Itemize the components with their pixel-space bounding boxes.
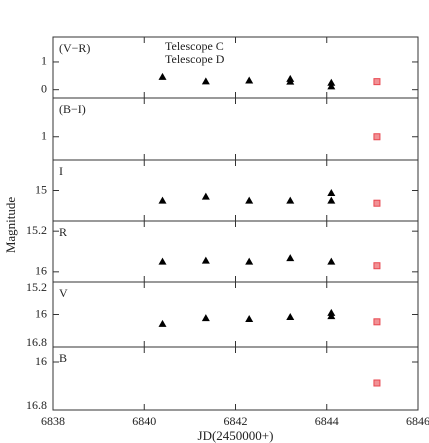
panel-label: (B−I) bbox=[59, 102, 86, 116]
y-tick-label: 1 bbox=[41, 129, 47, 143]
data-point bbox=[327, 196, 336, 204]
data-point bbox=[158, 319, 167, 327]
data-point bbox=[327, 82, 336, 90]
y-tick-label: 16 bbox=[35, 306, 47, 320]
x-tick-label: 6846 bbox=[406, 414, 429, 428]
x-axis-label: JD(2450000+) bbox=[198, 428, 274, 443]
y-tick-label: 16 bbox=[35, 354, 47, 368]
panel-label: B bbox=[59, 351, 67, 365]
data-point bbox=[286, 196, 295, 204]
data-point bbox=[158, 72, 167, 80]
data-point bbox=[286, 312, 295, 320]
data-point bbox=[373, 199, 381, 207]
y-tick-label: 15.2 bbox=[26, 223, 47, 237]
y-tick-label: 16.8 bbox=[26, 335, 47, 349]
data-point bbox=[373, 78, 381, 86]
panel-label: V bbox=[59, 286, 68, 300]
data-point bbox=[201, 314, 210, 322]
data-point bbox=[158, 196, 167, 204]
data-point bbox=[245, 76, 254, 84]
data-point bbox=[245, 196, 254, 204]
x-tick-label: 6842 bbox=[224, 414, 248, 428]
data-point bbox=[327, 78, 336, 86]
y-tick-label: 16 bbox=[35, 264, 47, 278]
data-point bbox=[373, 133, 381, 141]
y-tick-label: 0 bbox=[41, 81, 47, 95]
data-point bbox=[201, 77, 210, 85]
x-tick-label: 6844 bbox=[315, 414, 339, 428]
panel-label: R bbox=[59, 225, 67, 239]
x-tick-label: 6840 bbox=[132, 414, 156, 428]
panel-frame bbox=[52, 220, 419, 283]
data-point bbox=[373, 379, 381, 387]
data-point bbox=[201, 256, 210, 264]
data-point bbox=[245, 257, 254, 265]
data-point bbox=[286, 254, 295, 262]
y-axis-label: Magnitude bbox=[3, 197, 18, 254]
y-tick-label: 15 bbox=[35, 182, 47, 196]
panel-frame bbox=[52, 97, 419, 161]
data-point bbox=[327, 312, 336, 320]
panel-label: I bbox=[59, 164, 63, 178]
data-point bbox=[245, 314, 254, 322]
y-tick-label: 15.2 bbox=[26, 280, 47, 294]
y-tick-label: 1 bbox=[41, 54, 47, 68]
data-point bbox=[373, 262, 381, 270]
x-tick-label: 6838 bbox=[41, 414, 65, 428]
data-point bbox=[158, 257, 167, 265]
legend-entry: Telescope C bbox=[165, 39, 224, 53]
data-point bbox=[327, 257, 336, 265]
y-tick-label: 16.8 bbox=[26, 398, 47, 412]
legend-entry: Telescope D bbox=[165, 52, 225, 66]
data-point bbox=[286, 77, 295, 85]
panel-frame bbox=[52, 346, 419, 411]
panel-frame bbox=[52, 36, 419, 99]
data-point bbox=[327, 189, 336, 197]
panel-frame bbox=[52, 281, 419, 348]
panel-frame bbox=[52, 159, 419, 222]
panel-label: (V−R) bbox=[59, 41, 90, 55]
data-point bbox=[201, 192, 210, 200]
data-point bbox=[373, 318, 381, 326]
